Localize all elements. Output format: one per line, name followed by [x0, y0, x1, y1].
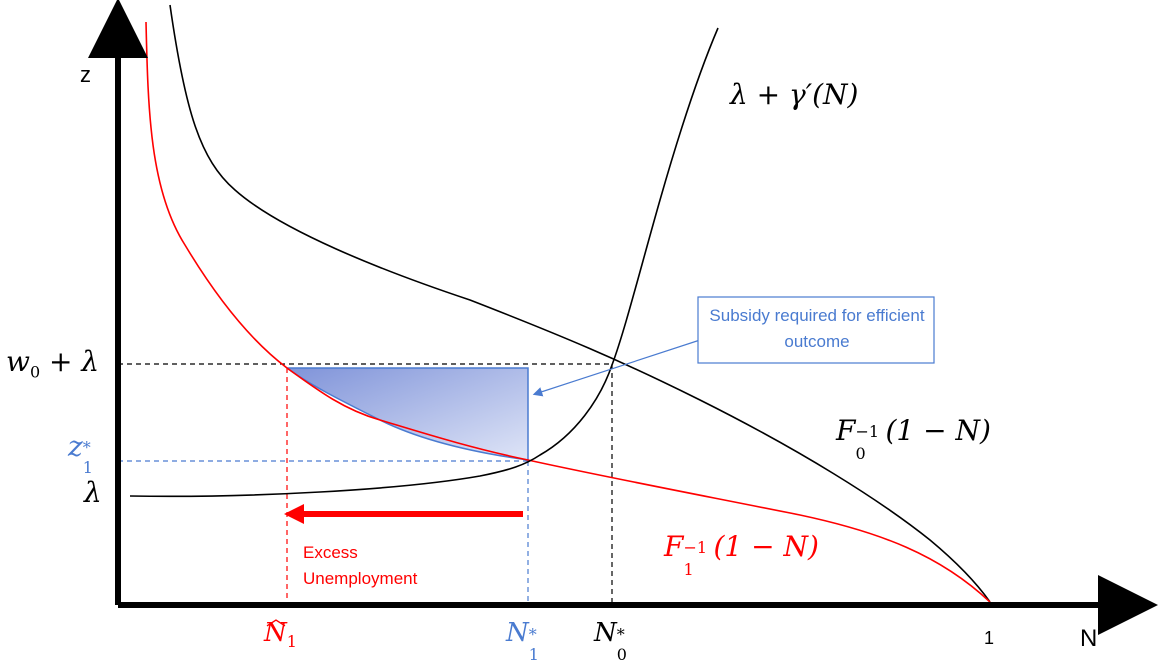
n1-star-symbol: N [506, 618, 529, 648]
z-symbol: z [68, 430, 83, 463]
f1-inverse-curve [145, 21, 991, 603]
z-star: * [82, 438, 91, 457]
f1-sub: 1 [683, 560, 694, 579]
f0-label: F −1 0 (1 − N) [836, 414, 991, 463]
n0-star-symbol: N [594, 618, 617, 648]
x-tick-n0-star: N * 0 [594, 618, 631, 664]
subsidy-area [284, 367, 529, 461]
f0-inverse-curve [169, 4, 991, 603]
w-subscript: 0 [29, 362, 41, 382]
marginal-cost-label: λ + γ′(N) [730, 78, 859, 111]
excess-unemployment-label: Excess Unemployment [303, 540, 417, 592]
n1-hat-symbol: N [264, 618, 287, 648]
y-axis-label: z [80, 62, 91, 87]
y-tick-lambda: λ [84, 476, 102, 509]
f1-label: F −1 1 (1 − N) [664, 530, 819, 579]
n0-star-sup: * [616, 625, 625, 644]
x-axis-label: N [1080, 625, 1098, 652]
f1-sup: −1 [683, 538, 708, 557]
f0-main: F [836, 414, 856, 447]
n1-star-sup: * [528, 625, 537, 644]
f0-sub: 0 [855, 444, 866, 463]
subsidy-callout-box [697, 296, 935, 364]
x-tick-one: 1 [984, 628, 995, 648]
subsidy-pointer [532, 339, 701, 397]
n0-star-sub: 0 [616, 645, 627, 664]
y-tick-z1-star: z * 1 [68, 430, 97, 477]
excess-line-2: Unemployment [303, 569, 418, 588]
y-tick-w0-lambda: w0 + λ [6, 345, 99, 382]
z-subscript: 1 [82, 458, 93, 477]
x-tick-n1-star: N * 1 [506, 618, 543, 664]
marginal-cost-curve [129, 27, 719, 498]
hat-mark: ︿ [266, 606, 286, 630]
n1-star-sub: 1 [528, 645, 539, 664]
excess-line-1: Excess [303, 543, 358, 562]
f0-arg: (1 − N) [885, 414, 991, 447]
excess-arrow-head [284, 504, 304, 524]
f1-main: F [664, 530, 684, 563]
subsidy-callout-text: Subsidy required for efficient outcome [709, 306, 925, 351]
n1-hat-subscript: 1 [286, 632, 297, 652]
w-symbol: w [6, 345, 30, 378]
f1-arg: (1 − N) [713, 530, 819, 563]
x-tick-n1-hat: N ︿ 1 [264, 606, 297, 652]
f0-sup: −1 [855, 422, 880, 441]
w-rest: + λ [40, 345, 100, 378]
